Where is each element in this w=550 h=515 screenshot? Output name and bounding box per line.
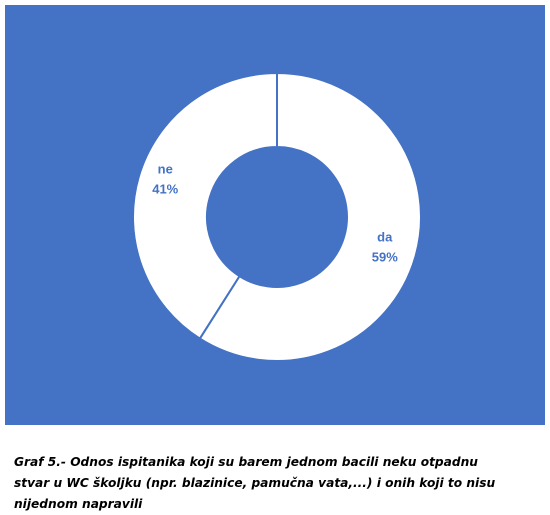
slice-value-label: 41% (152, 182, 178, 197)
pie-slice (198, 71, 422, 362)
chart: da 59% ne 41% (5, 5, 545, 425)
slice-label: ne (158, 162, 173, 177)
slice-value-label: 59% (372, 249, 398, 264)
caption: Graf 5.- Odnos ispitanika koji su barem … (14, 455, 496, 511)
page: da 59% ne 41% Graf 5.- Odnos ispitanika koj… (5, 5, 545, 511)
slice-label: da (377, 229, 393, 244)
pie-slice (132, 71, 278, 340)
